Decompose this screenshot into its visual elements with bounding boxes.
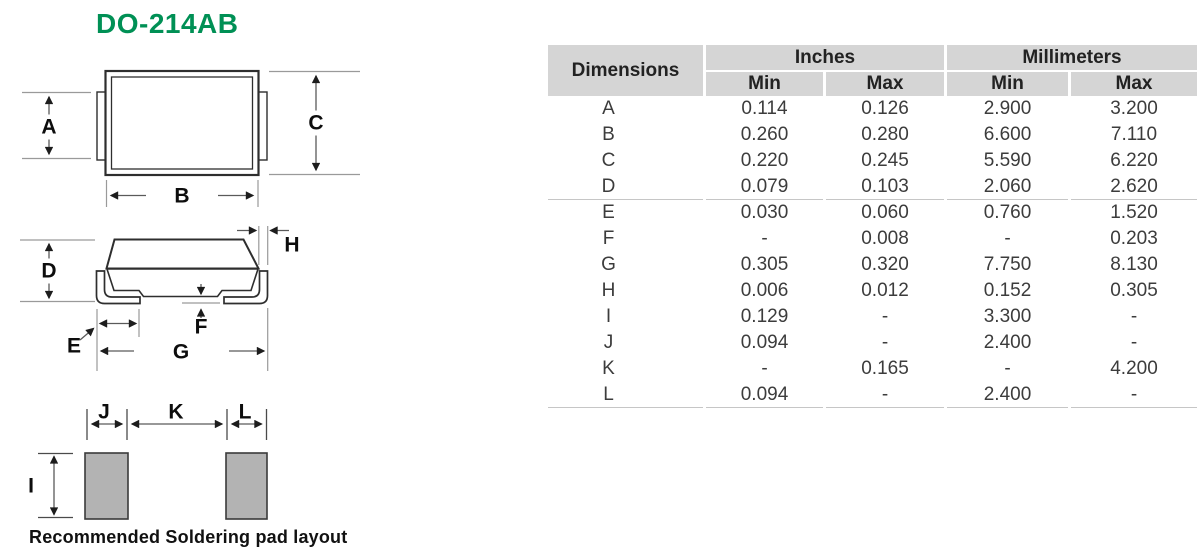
- table-cell: 0.079: [706, 174, 823, 200]
- table-cell: 1.520: [1110, 202, 1158, 223]
- table-cell: 0.165: [861, 358, 909, 379]
- table-cell: 0.094: [740, 332, 789, 353]
- table-cell: J: [603, 332, 614, 353]
- table-cell: 0.220: [740, 150, 789, 171]
- table-cell: 0.126: [861, 98, 909, 119]
- dim-label-l: L: [238, 400, 252, 424]
- table-cell: 0.008: [861, 228, 909, 249]
- table-cell: -: [881, 332, 889, 353]
- dim-label-b: B: [174, 184, 190, 208]
- table-subheader-inches-max: Max: [826, 72, 944, 96]
- table-cell: 2.400: [983, 332, 1032, 353]
- table-cell: 0.305: [1110, 280, 1158, 301]
- table-cell: 4.200: [1110, 358, 1158, 379]
- table-cell: 0.012: [861, 280, 909, 301]
- table-cell: E: [602, 202, 615, 223]
- table-cell: G: [601, 254, 616, 275]
- dim-label-h: H: [284, 233, 300, 257]
- dim-label-e: E: [66, 334, 82, 358]
- table-cell: 0.060: [861, 202, 909, 223]
- table-cell: -: [1130, 332, 1138, 353]
- table-cell: 5.590: [983, 150, 1032, 171]
- dim-label-j: J: [98, 400, 110, 424]
- table-cell: D: [548, 174, 703, 200]
- dim-label-f: F: [194, 315, 208, 339]
- table-cell: 3.300: [983, 306, 1032, 327]
- table-subheader-mm-min: Min: [947, 72, 1068, 96]
- table-cell: 0.280: [861, 124, 909, 145]
- package-drawings: [20, 69, 360, 520]
- table-cell: 0.103: [826, 174, 944, 200]
- pad-layout-drawing: [84, 452, 268, 520]
- table-cell: -: [1130, 306, 1138, 327]
- dim-label-i: I: [28, 474, 34, 498]
- table-header-dimensions: Dimensions: [548, 45, 703, 96]
- table-cell: 0.006: [740, 280, 789, 301]
- table-cell: 7.750: [983, 254, 1032, 275]
- table-cell: -: [826, 382, 944, 408]
- dim-label-g: G: [172, 340, 190, 364]
- table-cell: 3.200: [1110, 98, 1158, 119]
- table-cell: 0.114: [741, 98, 788, 119]
- pad-layout-caption: Recommended Soldering pad layout: [29, 527, 348, 547]
- table-cell: -: [1004, 358, 1011, 379]
- table-cell: K: [602, 358, 615, 379]
- table-cell: 0.203: [1110, 228, 1158, 249]
- table-header-inches: Inches: [706, 45, 944, 72]
- dim-label-a: A: [37, 114, 61, 140]
- table-cell: 8.130: [1110, 254, 1158, 275]
- table-cell: 0.094: [706, 382, 823, 408]
- package-title: DO-214AB: [96, 8, 239, 39]
- side-view-drawing: [95, 238, 269, 305]
- top-view-dimension-lines: [22, 70, 360, 207]
- table-cell: 0.152: [983, 280, 1032, 301]
- table-cell: -: [761, 228, 768, 249]
- table-header-millimeters: Millimeters: [947, 45, 1197, 72]
- table-subheader-mm-max: Max: [1071, 72, 1197, 96]
- table-cell: 2.400: [947, 382, 1068, 408]
- table-cell: -: [1004, 228, 1011, 249]
- table-cell: -: [761, 358, 768, 379]
- table-cell: 7.110: [1110, 124, 1158, 145]
- table-subheader-inches-min: Min: [706, 72, 823, 96]
- side-view-dimension-lines: [20, 226, 269, 371]
- dim-label-k: K: [168, 400, 184, 424]
- table-cell: 0.260: [740, 124, 789, 145]
- table-cell: 2.900: [983, 98, 1032, 119]
- pad-layout-arrows: [49, 419, 263, 516]
- table-cell: F: [602, 228, 615, 249]
- table-cell: 0.305: [740, 254, 789, 275]
- table-cell: 2.620: [1071, 174, 1197, 200]
- table-cell: B: [602, 124, 615, 145]
- pad-layout-dimension-lines: [38, 409, 268, 519]
- table-cell: 2.060: [947, 174, 1068, 200]
- table-cell: -: [881, 306, 889, 327]
- table-cell: A: [602, 98, 615, 119]
- table-cell: 0.320: [861, 254, 909, 275]
- table-cell: H: [601, 280, 616, 301]
- dim-label-c: C: [304, 110, 328, 136]
- table-cell: 0.030: [740, 202, 789, 223]
- dimensions-table: Dimensions Inches Millimeters Min Max Mi…: [548, 45, 1197, 408]
- table-cell: C: [601, 150, 616, 171]
- table-cell: I: [605, 306, 612, 327]
- top-view-drawing: [96, 69, 268, 177]
- table-cell: 6.600: [983, 124, 1032, 145]
- table-cell: 0.245: [861, 150, 909, 171]
- dim-label-d: D: [37, 258, 61, 284]
- table-cell: 0.129: [740, 306, 789, 327]
- table-cell: L: [548, 382, 703, 408]
- table-cell: 6.220: [1110, 150, 1158, 171]
- table-cell: 0.760: [983, 202, 1032, 223]
- table-cell: -: [1071, 382, 1197, 408]
